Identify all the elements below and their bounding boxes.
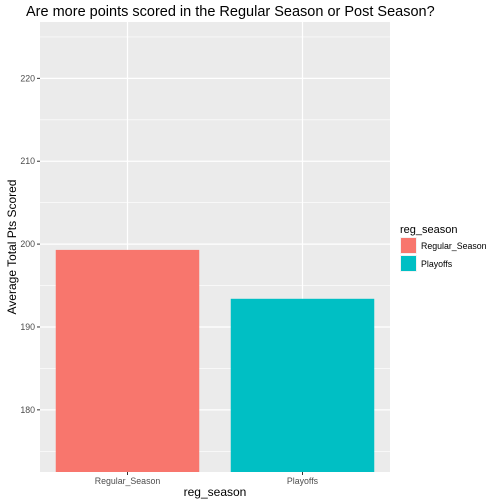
y-tick-label: 220 [20,73,35,83]
legend-title: reg_season [400,224,458,236]
legend-label: Playoffs [421,259,453,269]
bars [55,249,375,472]
legend-swatch [401,238,416,253]
legend-swatch [401,256,416,271]
y-tick-label: 190 [20,322,35,332]
y-tick-label: 180 [20,405,35,415]
x-axis-title: reg_season [184,485,247,499]
bar-regular-season [55,249,200,472]
legend: reg_season Regular_Season Playoffs [400,224,487,272]
y-axis-title: Average Total Pts Scored [5,180,19,315]
x-axis: Regular_Season Playoffs [95,472,319,486]
y-tick-label: 210 [20,156,35,166]
y-tick-label: 200 [20,239,35,249]
chart-title: Are more points scored in the Regular Se… [26,4,435,20]
x-tick-label: Regular_Season [95,476,161,486]
bar-playoffs [230,298,375,472]
legend-label: Regular_Season [421,241,487,251]
x-tick-label: Playoffs [287,476,319,486]
y-axis: 180 190 200 210 220 [20,73,40,415]
